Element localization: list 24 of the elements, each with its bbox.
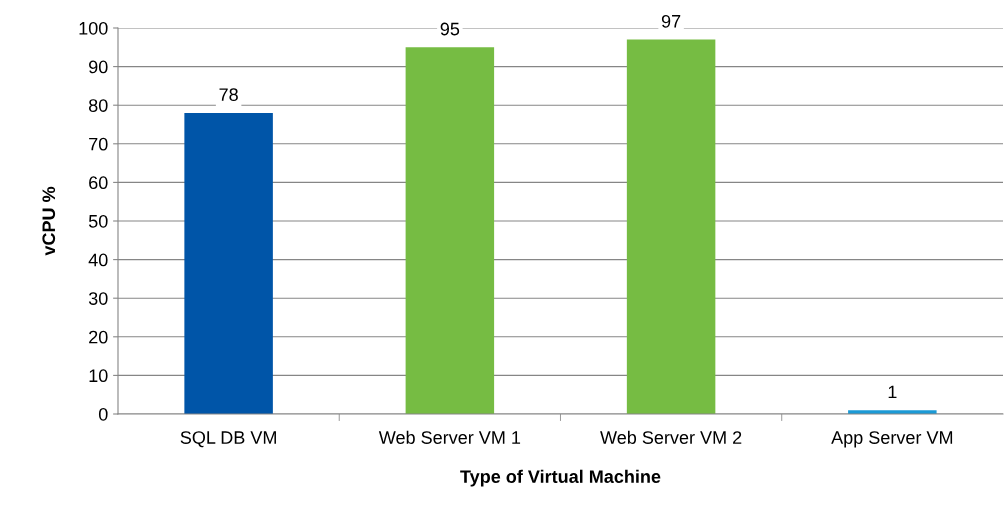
y-tick-label: 10 bbox=[89, 369, 108, 383]
x-axis-title: Type of Virtual Machine bbox=[460, 469, 661, 487]
x-tick-label: Web Server VM 1 bbox=[378, 430, 521, 444]
x-tick-label: Web Server VM 2 bbox=[600, 430, 742, 444]
data-label: 1 bbox=[888, 385, 897, 399]
data-label: 78 bbox=[219, 88, 238, 102]
y-tick-label: 60 bbox=[89, 176, 108, 190]
data-label: 97 bbox=[661, 14, 681, 28]
bar bbox=[405, 47, 495, 414]
data-label: 95 bbox=[440, 22, 460, 36]
bar bbox=[626, 39, 716, 414]
y-tick-label: 20 bbox=[89, 330, 108, 344]
x-tick-label: SQL DB VM bbox=[180, 431, 276, 448]
y-tick-label: 0 bbox=[98, 407, 108, 421]
y-tick-label: 90 bbox=[89, 60, 108, 74]
x-tick-label: App Server VM bbox=[831, 431, 953, 448]
y-tick-label: 70 bbox=[89, 137, 108, 151]
y-axis-title: vCPU % bbox=[42, 186, 56, 256]
bar bbox=[184, 112, 273, 414]
y-tick-label: 30 bbox=[88, 292, 108, 305]
y-tick-label: 100 bbox=[79, 21, 108, 35]
y-tick-label: 80 bbox=[88, 99, 108, 112]
y-tick-label: 40 bbox=[88, 253, 108, 267]
y-tick-label: 50 bbox=[88, 214, 108, 228]
